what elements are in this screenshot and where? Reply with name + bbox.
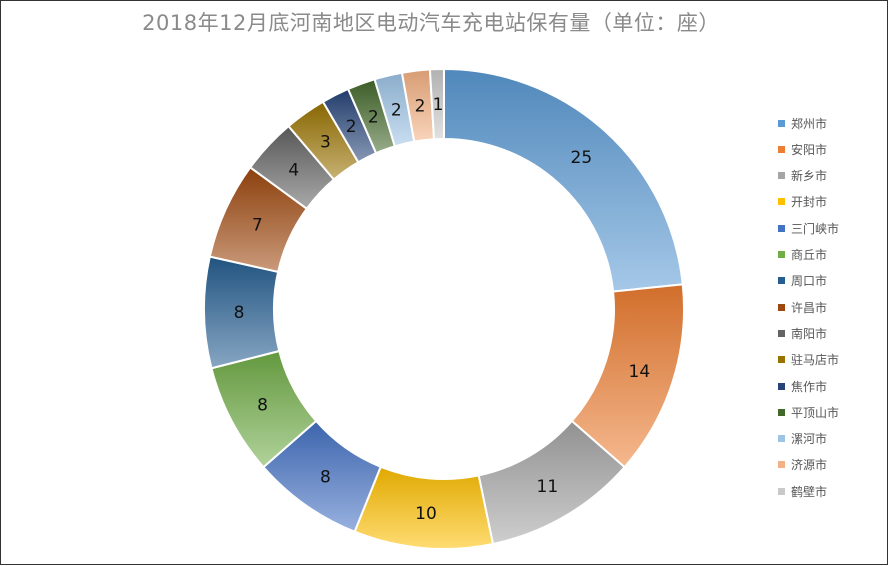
legend-item-1: 郑州市 (778, 114, 827, 132)
data-label-9: 4 (288, 160, 299, 180)
legend-item-3: 新乡市 (778, 167, 827, 185)
data-label-4: 10 (415, 504, 437, 524)
slice-15 (428, 67, 445, 141)
legend-swatch (778, 145, 785, 153)
data-label-7: 8 (234, 303, 245, 323)
legend-label: 南阳市 (791, 326, 828, 341)
data-label-15: 1 (433, 95, 444, 115)
data-label-8: 7 (252, 215, 263, 235)
data-label-5: 8 (320, 467, 331, 487)
legend-label: 新乡市 (791, 169, 828, 184)
legend-swatch (778, 487, 785, 495)
legend-label: 三门峡市 (791, 221, 840, 236)
legend-item-13: 漯河市 (778, 430, 827, 448)
data-label-1: 25 (571, 148, 593, 168)
legend-swatch (778, 277, 785, 285)
data-label-10: 3 (320, 133, 331, 153)
legend-label: 焦作市 (791, 379, 828, 394)
legend-swatch (778, 224, 785, 232)
legend-swatch (778, 251, 785, 258)
legend-label: 许昌市 (791, 300, 828, 315)
legend-item-8: 许昌市 (778, 298, 827, 316)
legend-item-15: 鹤壁市 (778, 482, 827, 500)
legend-swatch (778, 329, 785, 337)
data-label-13: 2 (391, 101, 402, 121)
data-label-2: 14 (629, 362, 651, 382)
legend-item-2: 安阳市 (778, 140, 827, 158)
data-label-3: 11 (537, 477, 559, 497)
legend-label: 商丘市 (791, 248, 828, 262)
legend-item-6: 商丘市 (778, 246, 827, 264)
legend-swatch (778, 198, 785, 206)
legend-item-10: 驻马店市 (778, 351, 839, 369)
chart-legend: 郑州市安阳市新乡市开封市三门峡市商丘市周口市许昌市南阳市驻马店市焦作市平顶山市漯… (756, 107, 856, 502)
legend-swatch (778, 172, 785, 180)
legend-item-4: 开封市 (778, 193, 827, 211)
legend-swatch (778, 356, 785, 364)
legend-swatch (778, 119, 785, 127)
legend-item-11: 焦作市 (778, 377, 827, 395)
legend-label: 鹤壁市 (791, 484, 828, 499)
legend-item-12: 平顶山市 (778, 403, 839, 421)
data-label-11: 2 (346, 117, 357, 137)
chart-title: 2018年12月底河南地区电动汽车充电站保有量（单位：座） (142, 11, 720, 35)
legend-label: 周口市 (791, 274, 828, 289)
legend-item-7: 周口市 (778, 272, 827, 290)
legend-item-14: 济源市 (778, 456, 827, 474)
legend-swatch (778, 461, 785, 469)
data-label-12: 2 (368, 108, 379, 128)
data-label-6: 8 (257, 395, 268, 415)
legend-label: 济源市 (791, 458, 828, 473)
legend-label: 漯河市 (791, 432, 828, 447)
slice-1 (443, 67, 684, 293)
legend-label: 安阳市 (791, 142, 828, 157)
data-label-14: 2 (415, 96, 426, 116)
legend-item-9: 南阳市 (778, 324, 827, 342)
legend-swatch (778, 382, 785, 390)
legend-swatch (778, 303, 785, 311)
legend-label: 平顶山市 (791, 405, 840, 420)
legend-label: 郑州市 (791, 116, 828, 131)
legend-label: 开封市 (791, 195, 828, 210)
legend-swatch (778, 408, 785, 416)
legend-swatch (778, 435, 785, 443)
legend-item-5: 三门峡市 (778, 219, 839, 237)
legend-label: 驻马店市 (791, 353, 840, 368)
